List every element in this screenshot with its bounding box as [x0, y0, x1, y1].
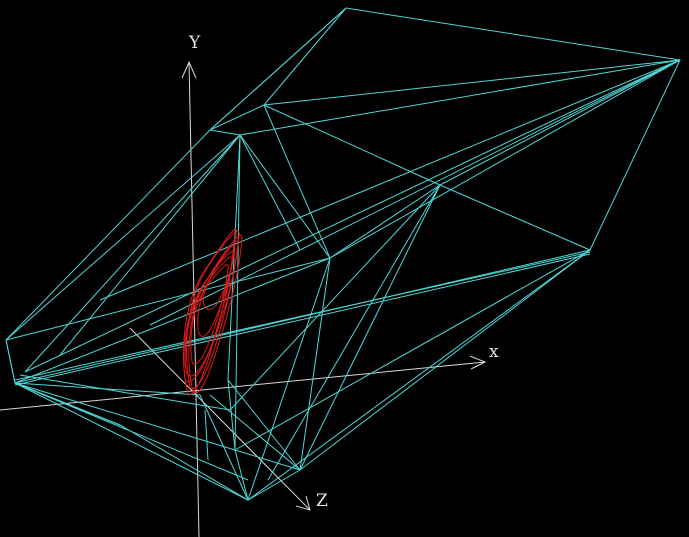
hull-edge	[239, 134, 301, 251]
hull-edge	[227, 379, 301, 471]
y-axis-arrowhead	[181, 60, 197, 79]
hull-edge	[247, 249, 591, 501]
z-axis	[129, 327, 311, 511]
hull-edge	[5, 339, 16, 384]
hull-edge	[329, 184, 441, 259]
hull-edge	[234, 249, 591, 451]
hull-edge	[5, 257, 331, 341]
hull-edge	[227, 379, 236, 451]
hull-edge	[199, 394, 249, 501]
y-axis-label: Y	[188, 33, 201, 53]
hull-wireframe	[5, 7, 681, 501]
hull-edge	[267, 184, 441, 481]
x-axis-arrowhead	[469, 355, 487, 370]
hull-edge	[263, 104, 331, 259]
hull-edge	[439, 59, 681, 186]
hull-edge	[239, 59, 681, 136]
hull-edge	[263, 7, 347, 106]
hull-edge	[234, 449, 249, 501]
hull-edge	[5, 134, 241, 341]
hull-edge	[229, 184, 441, 411]
hull-edge	[14, 253, 591, 386]
hull-edge	[14, 257, 331, 384]
y-axis	[188, 61, 200, 537]
hull-edge	[209, 394, 301, 471]
orbit-loop	[190, 264, 229, 365]
hull-edge	[59, 134, 241, 356]
hull-edge	[439, 184, 591, 251]
orbit-loop	[202, 250, 235, 310]
x-axis-label: x	[489, 342, 499, 362]
orbit-loop	[188, 234, 243, 394]
hull-edge	[299, 184, 441, 471]
hull-edge	[234, 134, 241, 451]
hull-edge	[239, 134, 331, 259]
hull-edge	[234, 449, 301, 471]
hull-edge	[209, 129, 241, 136]
hull-edge	[14, 382, 201, 396]
hull-edge	[209, 7, 347, 131]
orbit-loop	[184, 240, 239, 377]
hull-edge	[263, 59, 681, 106]
hull-edge	[209, 104, 265, 131]
hull-edge	[329, 59, 681, 259]
z-axis-label: Z	[316, 491, 328, 511]
hull-edge	[263, 104, 441, 186]
axes: Y x Z	[0, 33, 499, 537]
hull-edge	[14, 382, 249, 501]
hull-edge	[14, 251, 591, 381]
hull-edge	[19, 374, 231, 411]
hull-edge	[14, 382, 236, 451]
z-axis-arrowhead	[295, 495, 311, 511]
hull-edge	[149, 59, 681, 326]
x-axis	[0, 361, 486, 411]
hull-edge	[247, 257, 331, 501]
hull-edge	[14, 382, 249, 481]
hull-edge	[99, 59, 681, 301]
orbit-trajectory	[183, 228, 243, 396]
hull-edge	[24, 59, 681, 373]
hull-edge	[299, 257, 331, 471]
hull-edge	[24, 134, 241, 373]
hull-edge	[204, 409, 209, 461]
orbit-loop	[183, 245, 235, 382]
